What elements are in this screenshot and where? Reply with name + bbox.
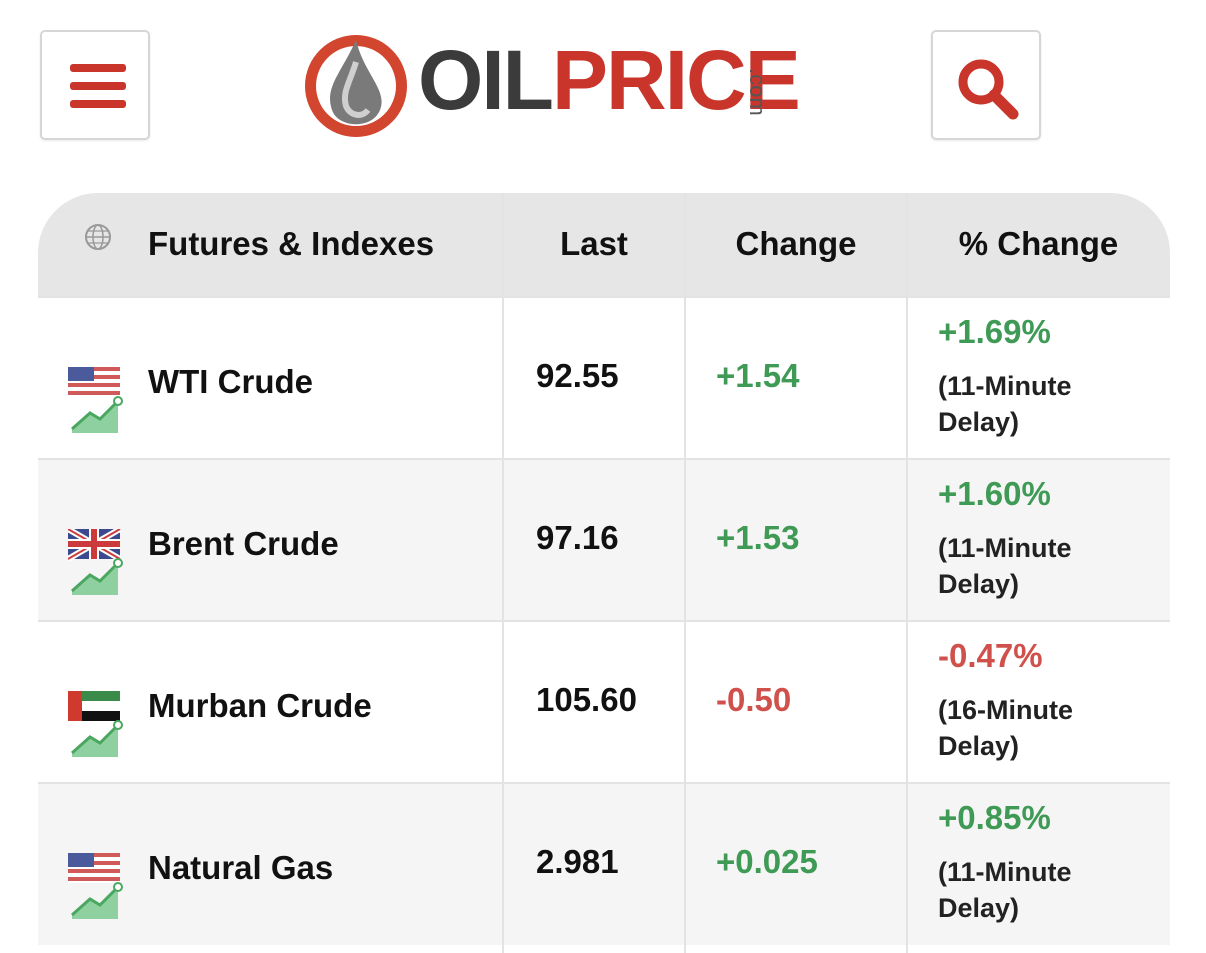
globe-icon [85, 224, 111, 250]
quotes-table: Futures & Indexes Last Change % Change WTI … [38, 193, 1170, 953]
table-row[interactable]: Brent Crude 97.16 +1.53 +1.60% (11-Minute De… [38, 458, 1170, 621]
logo-text: OILPRICE [418, 20, 801, 140]
flag-and-trend [68, 691, 123, 757]
percent-change: -0.47% [938, 637, 1043, 674]
instrument-name: Brent Crude [148, 525, 339, 562]
instrument-icon [68, 691, 128, 761]
percent-change: +1.60% [938, 475, 1051, 512]
instrument-name: WTI Crude [148, 363, 313, 400]
last-price: 92.55 [536, 357, 619, 394]
table-row[interactable]: WTI Crude 92.55 +1.54 +1.69% (11-Minute Dela… [38, 296, 1170, 459]
column-header: Last [560, 225, 628, 262]
column-header: % Change [958, 225, 1119, 262]
change: +1.54 [716, 357, 800, 394]
menu-icon [70, 64, 126, 108]
column-divider [502, 193, 504, 953]
search-button[interactable] [931, 30, 1041, 140]
column-divider [906, 193, 908, 953]
instrument-icon [66, 526, 128, 599]
column-header: Change [735, 225, 857, 262]
last-price: 105.60 [536, 681, 637, 718]
table-row[interactable]: Murban Crude 105.60 -0.50 -0.47% (16-Minute … [38, 620, 1170, 783]
instrument-name: Murban Crude [148, 687, 372, 724]
delay-note: (11-Minute Delay) [938, 371, 1072, 437]
flag-and-trend [66, 526, 123, 595]
percent-change: +0.85% [938, 799, 1051, 836]
percent-change: +1.69% [938, 313, 1051, 350]
column-divider [684, 193, 686, 953]
column-header: Futures & Indexes [148, 225, 435, 262]
flag-and-trend [68, 367, 123, 433]
last-price: 97.16 [536, 519, 619, 556]
change: -0.50 [716, 681, 792, 718]
delay-note: (11-Minute Delay) [938, 533, 1072, 599]
table-row[interactable]: Natural Gas 2.981 +0.025 +0.85% (11-Minute D… [38, 782, 1170, 945]
logo-icon [305, 35, 407, 137]
flag-and-trend [68, 853, 123, 919]
instrument-icon [68, 853, 128, 923]
logo-domain: .com [745, 68, 770, 116]
change: +0.025 [716, 843, 818, 880]
instrument-icon [68, 367, 128, 437]
logo-oil: OIL [418, 33, 554, 127]
change: +1.53 [716, 519, 800, 556]
delay-note: (11-Minute Delay) [938, 857, 1072, 923]
table-header: Futures & Indexes Last Change % Change [38, 193, 1170, 296]
last-price: 2.981 [536, 843, 619, 880]
instrument-name: Natural Gas [148, 849, 334, 886]
menu-button[interactable] [40, 30, 150, 140]
search-icon [958, 59, 1019, 120]
logo-price: PRICE [552, 33, 801, 127]
delay-note: (16-Minute Delay) [938, 695, 1073, 761]
